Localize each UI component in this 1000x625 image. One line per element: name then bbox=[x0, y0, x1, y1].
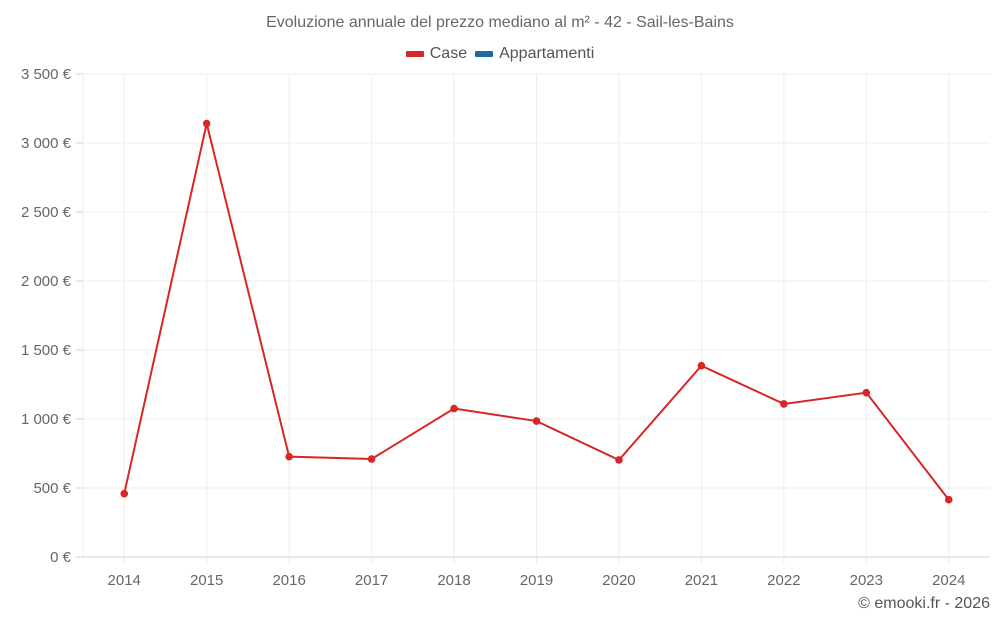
data-point[interactable] bbox=[780, 400, 788, 408]
y-tick-label: 1 000 € bbox=[21, 411, 72, 428]
data-point[interactable] bbox=[367, 455, 376, 463]
x-tick-label: 2015 bbox=[190, 572, 223, 589]
x-tick-label: 2020 bbox=[602, 572, 635, 589]
y-tick-label: 2 000 € bbox=[21, 273, 72, 290]
x-tick-label: 2024 bbox=[932, 572, 965, 589]
y-tick-label: 3 500 € bbox=[21, 66, 72, 83]
y-tick-label: 2 500 € bbox=[21, 204, 72, 221]
chart-title: Evoluzione annuale del prezzo mediano al… bbox=[266, 14, 734, 31]
legend-label-appartamenti: Appartamenti bbox=[499, 45, 595, 62]
chart-legend: Case Appartamenti bbox=[0, 45, 1000, 63]
data-point[interactable] bbox=[285, 452, 293, 461]
legend-swatch-appartamenti bbox=[475, 51, 494, 57]
data-point[interactable] bbox=[944, 495, 953, 504]
data-point[interactable] bbox=[615, 456, 623, 464]
x-tick-label: 2021 bbox=[685, 572, 718, 589]
legend-label-case: Case bbox=[429, 45, 468, 62]
data-point[interactable] bbox=[697, 361, 706, 370]
x-tick-label: 2018 bbox=[437, 572, 470, 589]
x-tick-label: 2017 bbox=[355, 572, 388, 589]
data-point[interactable] bbox=[450, 404, 458, 413]
legend-swatch-case bbox=[405, 51, 424, 57]
legend-item-appartamenti[interactable]: Appartamenti bbox=[475, 45, 594, 63]
y-tick-label: 3 000 € bbox=[21, 135, 72, 152]
data-point[interactable] bbox=[202, 119, 211, 128]
y-tick-label: 1 500 € bbox=[21, 342, 72, 359]
x-tick-label: 2016 bbox=[272, 572, 305, 589]
x-tick-label: 2014 bbox=[108, 572, 141, 589]
x-tick-label: 2019 bbox=[520, 572, 553, 589]
data-point[interactable] bbox=[862, 388, 871, 397]
legend-item-case[interactable]: Case bbox=[405, 45, 468, 63]
data-point[interactable] bbox=[120, 489, 129, 498]
y-tick-label: 500 € bbox=[33, 480, 71, 497]
x-tick-label: 2022 bbox=[767, 572, 800, 589]
copyright-credit: © emooki.fr - 2026 bbox=[858, 595, 990, 612]
x-tick-label: 2023 bbox=[850, 572, 883, 589]
data-point[interactable] bbox=[532, 417, 541, 425]
y-tick-label: 0 € bbox=[50, 549, 72, 566]
